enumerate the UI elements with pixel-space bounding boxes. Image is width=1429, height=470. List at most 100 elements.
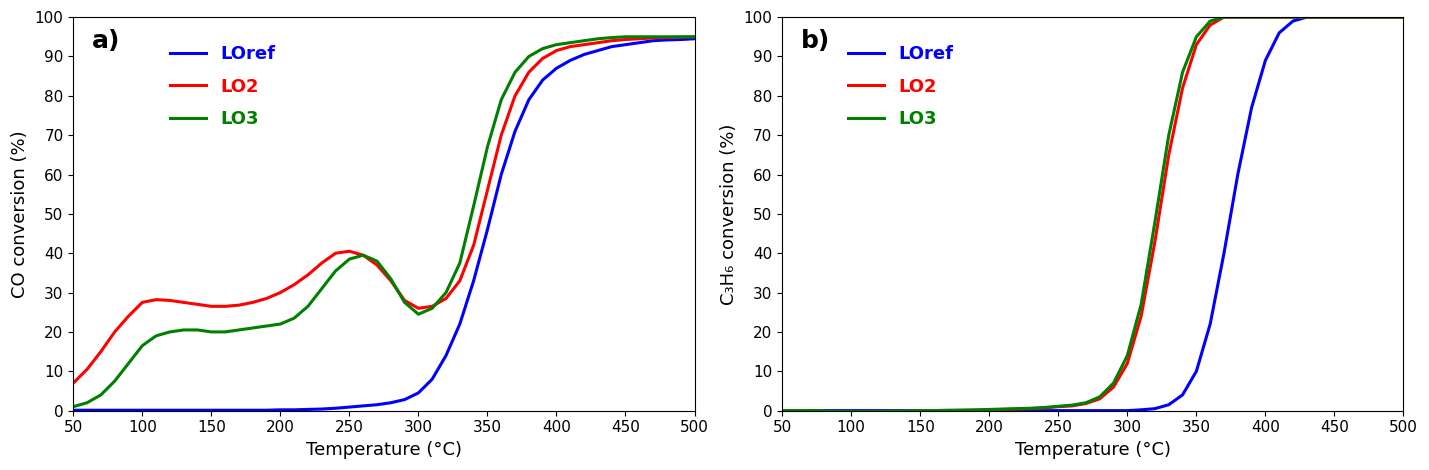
Line: LOref: LOref [73,39,694,410]
LOref [1105,408,1122,414]
LO3 [120,360,137,366]
LO3 [1063,402,1080,408]
Legend: LOref, LO2, LO3: LOref, LO2, LO3 [163,38,283,135]
LO3 [953,407,970,413]
LO3 [1229,14,1246,20]
LOref [452,321,469,327]
LO2 [423,304,440,309]
LOref [672,37,689,42]
LOref [1187,368,1205,374]
LOref [980,408,997,414]
LOref [534,77,552,83]
LO2 [659,35,676,40]
LO3 [686,34,703,39]
LO2 [327,251,344,256]
LO3 [189,327,206,333]
LO2 [134,299,151,305]
LOref [1353,14,1370,20]
LOref [589,48,606,54]
LO2 [230,302,247,308]
LOref [1063,408,1080,414]
LO2 [1243,14,1260,20]
LOref [382,400,399,406]
LOref [1146,406,1163,411]
LOref [630,40,647,46]
LO2 [203,304,220,309]
LOref [1243,105,1260,110]
Line: LO2: LO2 [73,37,694,383]
LOref [773,408,790,414]
Legend: LOref, LO2, LO3: LOref, LO2, LO3 [840,38,960,135]
LO3 [939,407,956,413]
LOref [870,408,887,414]
LO2 [617,37,634,42]
LO3 [203,329,220,335]
LO3 [980,407,997,412]
Text: b): b) [800,29,830,53]
LO2 [1133,313,1150,319]
Text: a): a) [91,29,120,53]
LOref [354,403,372,409]
LO2 [644,35,662,41]
LO3 [672,34,689,39]
LOref [79,407,96,413]
LO2 [369,262,386,268]
LO2 [1270,14,1288,20]
X-axis label: Temperature (°C): Temperature (°C) [1015,441,1170,459]
LOref [176,407,193,413]
LOref [1339,14,1356,20]
LO3 [1285,14,1302,20]
LOref [576,52,593,57]
LO2 [1368,14,1385,20]
LO3 [1298,14,1315,20]
LOref [134,407,151,413]
Line: LO3: LO3 [782,17,1403,411]
LO2 [244,299,262,305]
LO2 [176,299,193,305]
LO2 [1175,85,1192,91]
LO3 [630,34,647,39]
LO3 [1380,14,1398,20]
LO2 [520,70,537,75]
LOref [506,128,523,134]
LOref [1175,392,1192,398]
LO2 [93,349,110,354]
LO2 [506,93,523,99]
LO3 [589,36,606,41]
LO3 [926,408,943,414]
LO2 [589,40,606,46]
LO3 [452,260,469,266]
LO3 [1312,14,1329,20]
LO2 [354,252,372,258]
LOref [912,408,929,414]
LO2 [672,34,689,40]
LO2 [286,282,303,288]
LOref [617,42,634,47]
LOref [1326,14,1343,20]
LOref [1009,408,1026,414]
LOref [1285,18,1302,24]
LO2 [885,408,902,414]
Line: LOref: LOref [782,17,1403,411]
LO2 [1063,403,1080,409]
LO2 [1050,404,1067,409]
LOref [64,407,81,413]
LO3 [829,408,846,414]
LO3 [244,325,262,331]
Y-axis label: C₃H₆ conversion (%): C₃H₆ conversion (%) [720,123,737,305]
LO3 [176,327,193,333]
LOref [644,38,662,44]
LOref [259,407,276,413]
LO2 [562,44,579,49]
LOref [1119,408,1136,414]
LO3 [1022,406,1039,411]
LO2 [259,296,276,301]
LO3 [576,38,593,44]
LOref [410,390,427,396]
LO3 [1133,302,1150,307]
LO2 [464,243,482,248]
LO2 [843,409,860,415]
LOref [147,407,164,413]
LO2 [382,278,399,283]
LOref [479,227,496,233]
